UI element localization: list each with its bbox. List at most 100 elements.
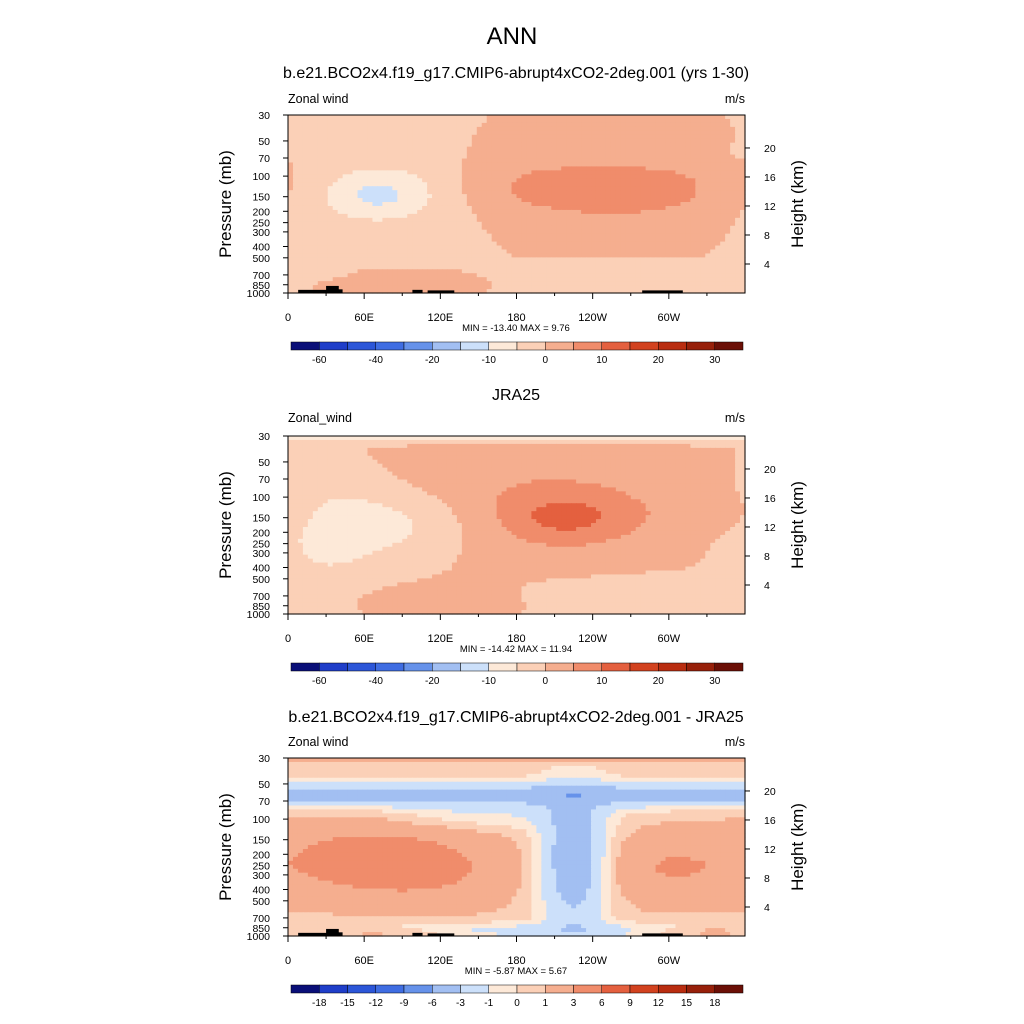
field-cell: [521, 269, 528, 274]
field-cell: [481, 217, 488, 223]
field-cell: [337, 439, 344, 445]
field-cell: [605, 186, 612, 191]
field-cell: [476, 126, 483, 132]
field-cell: [665, 257, 672, 262]
field-cell: [402, 463, 408, 469]
field-cell: [362, 202, 369, 207]
field-cell: [337, 463, 344, 469]
field-cell: [735, 265, 741, 270]
field-cell: [347, 142, 354, 148]
field-cell: [476, 436, 483, 441]
field-cell: [292, 154, 299, 160]
field-cell: [685, 447, 691, 453]
field-cell: [322, 146, 329, 152]
field-cell: [650, 443, 657, 449]
field-cell: [506, 277, 513, 282]
field-cell: [317, 202, 324, 207]
field-cell: [362, 166, 369, 171]
field-cell: [491, 146, 498, 152]
field-cell: [312, 138, 319, 144]
field-cell: [541, 221, 547, 227]
y2-axis-title: Height (km): [788, 160, 807, 248]
field-cell: [600, 289, 607, 294]
field-cell: [665, 439, 672, 445]
field-cell: [382, 130, 388, 136]
field-cell: [437, 150, 443, 156]
field-cell: [506, 229, 513, 235]
field-cell: [516, 459, 523, 465]
field-cell: [685, 463, 691, 469]
field-cell: [332, 443, 339, 449]
field-cell: [566, 257, 572, 262]
field-cell: [312, 229, 319, 235]
field-cell: [675, 281, 682, 286]
field-cell: [506, 447, 513, 453]
field-cell: [417, 126, 423, 132]
field-cell: [441, 190, 448, 195]
field-cell: [610, 158, 617, 164]
field-cell: [491, 194, 498, 199]
field-cell: [541, 269, 547, 274]
field-cell: [710, 436, 716, 441]
field-cell: [382, 281, 388, 286]
field-cell: [650, 186, 657, 191]
field-cell: [476, 190, 483, 195]
field-cell: [446, 194, 453, 199]
field-cell: [382, 459, 388, 465]
field-cell: [327, 198, 334, 203]
field-cell: [640, 436, 647, 441]
field-cell: [352, 205, 359, 211]
field-cell: [566, 265, 572, 270]
field-cell: [382, 190, 388, 195]
field-cell: [690, 186, 696, 191]
field-cell: [600, 245, 607, 251]
field-cell: [372, 436, 379, 441]
field-cell: [576, 186, 582, 191]
field-cell: [471, 443, 478, 449]
field-cell: [481, 186, 488, 191]
field-cell: [407, 198, 413, 203]
field-cell: [605, 174, 612, 179]
field-cell: [600, 436, 607, 441]
field-cell: [456, 198, 463, 203]
contour-field: [288, 115, 746, 294]
field-cell: [372, 130, 379, 136]
field-cell: [327, 118, 334, 124]
field-cell: [446, 281, 453, 286]
field-cell: [476, 138, 483, 144]
field-cell: [347, 126, 354, 132]
field-cell: [496, 138, 503, 144]
field-cell: [556, 154, 562, 160]
field-cell: [397, 221, 403, 227]
field-cell: [362, 237, 369, 243]
field-cell: [660, 198, 667, 203]
field-cell: [516, 126, 523, 132]
field-cell: [615, 150, 622, 156]
field-cell: [695, 122, 701, 128]
field-cell: [650, 162, 657, 168]
field-cell: [665, 225, 672, 231]
field-cell: [630, 269, 637, 274]
field-cell: [675, 463, 682, 469]
field-cell: [670, 213, 677, 219]
field-cell: [610, 289, 617, 294]
field-cell: [576, 269, 582, 274]
field-cell: [486, 115, 493, 120]
field-cell: [610, 130, 617, 136]
field-cell: [571, 194, 577, 199]
field-cell: [566, 126, 572, 132]
field-cell: [377, 463, 383, 469]
field-cell: [412, 178, 418, 183]
field-cell: [317, 265, 324, 270]
field-cell: [581, 221, 587, 227]
field-cell: [481, 261, 488, 266]
field-cell: [437, 162, 443, 168]
field-cell: [635, 122, 642, 128]
field-cell: [456, 261, 463, 266]
field-cell: [337, 142, 344, 148]
field-cell: [511, 209, 518, 215]
field-cell: [441, 229, 448, 235]
field-cell: [407, 138, 413, 144]
field-cell: [382, 150, 388, 156]
field-cell: [566, 439, 572, 445]
